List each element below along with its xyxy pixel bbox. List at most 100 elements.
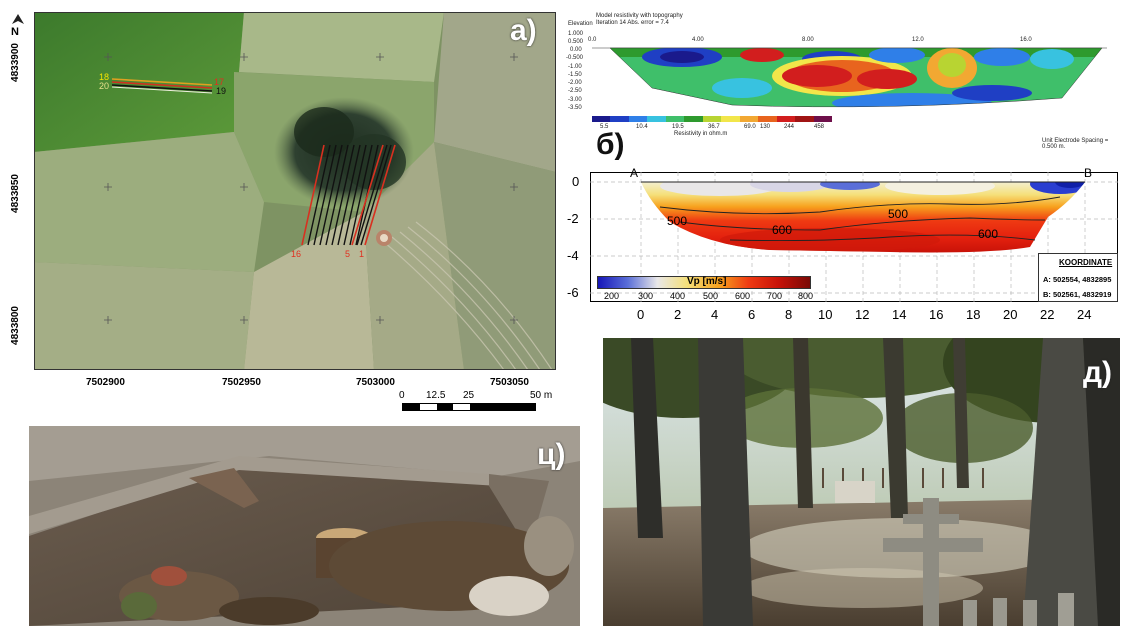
seis-y-tick-6: -6 bbox=[567, 285, 579, 300]
velocity-colorbar bbox=[597, 276, 811, 289]
colorbar-tick-600: 600 bbox=[735, 291, 751, 301]
koordinate-box: KOORDINATE A: 502554, 4832895 B: 502561,… bbox=[1038, 253, 1118, 302]
res-x-tick-16: 16.0 bbox=[1020, 37, 1032, 43]
seis-x-tick-22: 22 bbox=[1040, 307, 1055, 322]
contour-label-500-left: 500 bbox=[667, 214, 688, 228]
scalebar bbox=[402, 403, 536, 411]
koordinate-title: KOORDINATE bbox=[1059, 258, 1113, 267]
forest-photo bbox=[603, 338, 1120, 626]
elevation-label: Elevation bbox=[568, 21, 593, 27]
seis-x-tick-24: 24 bbox=[1077, 307, 1092, 322]
res-legend-val-2: 19.5 bbox=[672, 124, 684, 130]
survey-line-17 bbox=[111, 81, 213, 89]
contour-label-500-right: 500 bbox=[888, 207, 909, 221]
res-x-tick-0: 0.0 bbox=[588, 37, 597, 43]
res-y-tick-3: 0.00 bbox=[570, 47, 582, 53]
colorbar-tick-700: 700 bbox=[767, 291, 783, 301]
panel-d: д) bbox=[603, 338, 1120, 626]
scalebar-label-50m: 50 m bbox=[530, 390, 553, 401]
seis-x-tick-10: 10 bbox=[818, 307, 833, 322]
x-tick-7502900: 7502900 bbox=[86, 377, 125, 388]
y-tick-4833800: 4833800 bbox=[9, 306, 21, 345]
colorbar-tick-800: 800 bbox=[798, 291, 814, 301]
resistivity-title-1: Model resistivity with topography bbox=[596, 13, 683, 19]
seis-x-tick-4: 4 bbox=[711, 307, 719, 322]
seis-x-tick-16: 16 bbox=[929, 307, 944, 322]
scalebar-label-12-5: 12.5 bbox=[426, 390, 446, 401]
panel-a-letter: a) bbox=[510, 14, 537, 47]
map-frame bbox=[34, 12, 556, 370]
scalebar-label-0: 0 bbox=[399, 390, 405, 401]
panel-b-letter: б) bbox=[596, 128, 625, 161]
res-spacing-note: Unit Electrode Spacing = 0.500 m. bbox=[1042, 138, 1109, 150]
excavation-photo bbox=[29, 426, 580, 626]
koordinate-a: A: 502554, 4832895 bbox=[1043, 275, 1112, 284]
point-a-label: A bbox=[630, 166, 639, 180]
seis-y-tick-0: 0 bbox=[572, 174, 580, 189]
seis-y-tick-4: -4 bbox=[567, 248, 579, 263]
res-y-tick-10: -3.50 bbox=[568, 105, 582, 111]
seis-x-tick-6: 6 bbox=[748, 307, 756, 322]
colorbar-tick-200: 200 bbox=[604, 291, 620, 301]
seis-x-tick-18: 18 bbox=[966, 307, 981, 322]
survey-line-19 bbox=[111, 84, 213, 92]
seis-x-tick-2: 2 bbox=[674, 307, 682, 322]
res-y-tick-2: 0.500 bbox=[568, 39, 584, 45]
res-y-tick-5: -1.00 bbox=[568, 64, 582, 70]
seis-y-tick-2: -2 bbox=[567, 211, 579, 226]
seis-x-tick-14: 14 bbox=[892, 307, 907, 322]
res-legend-val-3: 36.7 bbox=[708, 124, 720, 130]
survey-line-18 bbox=[111, 78, 213, 86]
x-tick-7503050: 7503050 bbox=[490, 377, 529, 388]
colorbar-tick-500: 500 bbox=[703, 291, 719, 301]
res-legend-val-1: 10.4 bbox=[636, 124, 648, 130]
res-legend-val-0: 5.5 bbox=[600, 124, 609, 130]
panel-b-top: Elevation Model resistivity with topogra… bbox=[562, 0, 1122, 150]
colorbar-title: Vp [m/s] bbox=[687, 276, 727, 287]
panel-a: N a) 18 20 17 19 16 5 1 4833900 4833850 … bbox=[0, 0, 560, 420]
survey-line-20 bbox=[111, 86, 213, 94]
line-label-20: 20 bbox=[99, 81, 110, 91]
res-legend-val-6: 244 bbox=[784, 124, 795, 130]
line-label-1: 1 bbox=[359, 249, 365, 259]
res-legend-caption: Resistivity in ohm.m bbox=[674, 131, 728, 137]
panel-c: ц) bbox=[29, 426, 580, 626]
contour-label-600-left: 600 bbox=[772, 223, 793, 237]
resistivity-section bbox=[592, 47, 1107, 108]
seis-x-tick-8: 8 bbox=[785, 307, 793, 322]
line-label-17: 17 bbox=[214, 77, 225, 87]
colorbar-tick-300: 300 bbox=[638, 291, 654, 301]
panel-b: 500 500 600 600 A B 0 -2 -4 -6 0 2 4 6 8… bbox=[562, 160, 1122, 330]
point-b-label: B bbox=[1084, 166, 1093, 180]
res-x-tick-8: 8.00 bbox=[802, 37, 814, 43]
colorbar-tick-400: 400 bbox=[670, 291, 686, 301]
line-label-18: 18 bbox=[99, 72, 110, 82]
resistivity-legend bbox=[592, 116, 833, 122]
survey-line-fan bbox=[301, 144, 396, 246]
line-label-19: 19 bbox=[216, 86, 227, 96]
koordinate-b: B: 502561, 4832919 bbox=[1043, 290, 1112, 299]
satellite-map bbox=[34, 12, 556, 370]
contour-label-600-right: 600 bbox=[978, 227, 999, 241]
y-tick-4833900: 4833900 bbox=[9, 43, 21, 82]
res-y-tick-6: -1.50 bbox=[568, 72, 582, 78]
seis-x-tick-0: 0 bbox=[637, 307, 645, 322]
seis-x-tick-20: 20 bbox=[1003, 307, 1018, 322]
resistivity-title-2: Iteration 14 Abs. error = 7.4 bbox=[596, 20, 669, 26]
res-y-tick-1: 1.000 bbox=[568, 31, 584, 37]
x-tick-7502950: 7502950 bbox=[222, 377, 261, 388]
panel-d-letter: д) bbox=[1083, 356, 1113, 389]
seismic-plot-box bbox=[590, 172, 1118, 302]
line-label-16: 16 bbox=[291, 249, 302, 259]
res-y-tick-4: -0.500 bbox=[566, 55, 584, 61]
res-y-tick-9: -3.00 bbox=[568, 97, 582, 103]
panel-c-letter: ц) bbox=[537, 438, 566, 471]
north-label: N bbox=[11, 26, 19, 38]
line-label-5: 5 bbox=[345, 249, 351, 259]
res-legend-val-5: 130 bbox=[760, 124, 771, 130]
res-legend-val-4: 69.0 bbox=[744, 124, 756, 130]
res-y-tick-8: -2.50 bbox=[568, 88, 582, 94]
res-y-tick-7: -2.00 bbox=[568, 80, 582, 86]
res-legend-val-7: 458 bbox=[814, 124, 825, 130]
north-arrow-icon bbox=[12, 14, 24, 24]
